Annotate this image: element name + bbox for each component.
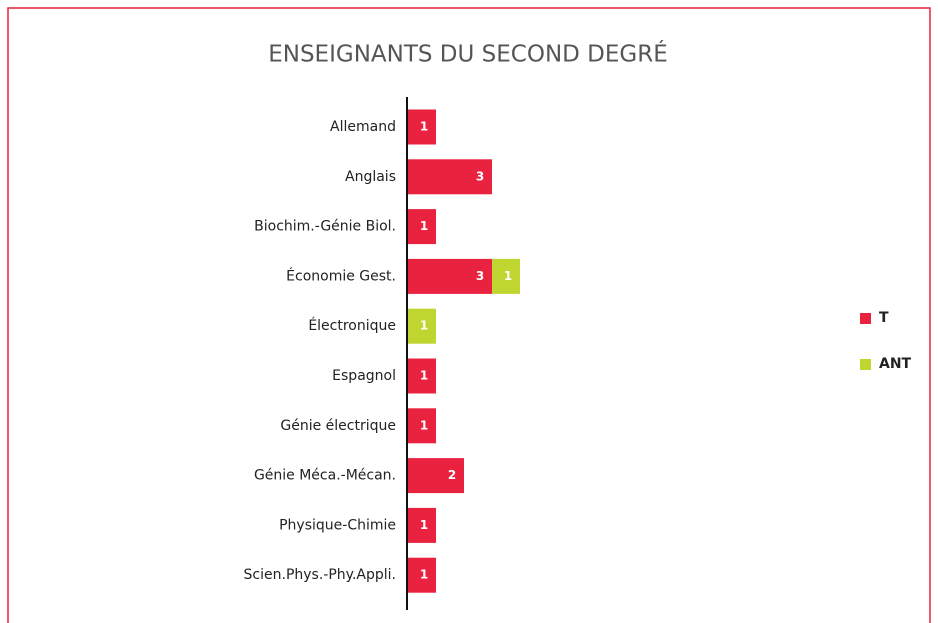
bar	[408, 458, 464, 494]
data-label: 1	[420, 568, 428, 582]
legend-label: ANT	[879, 356, 912, 372]
data-label: 1	[420, 219, 428, 233]
chart-title: ENSEIGNANTS DU SECOND DEGRÉ	[268, 40, 668, 68]
data-label: 1	[420, 120, 428, 134]
y-tick-label: Physique-Chimie	[279, 517, 396, 533]
legend-swatch	[860, 313, 871, 324]
data-label: 1	[420, 319, 428, 333]
bar	[408, 308, 436, 344]
bar	[408, 557, 436, 593]
data-label: 2	[448, 468, 456, 482]
bar	[408, 358, 436, 394]
data-label: 1	[420, 369, 428, 383]
data-label: 1	[420, 518, 428, 532]
y-tick-label: Économie Gest.	[286, 267, 396, 284]
data-label: 1	[504, 269, 512, 283]
y-tick-label: Anglais	[345, 169, 396, 185]
data-label: 3	[476, 169, 484, 183]
y-tick-label: Scien.Phys.-Phy.Appli.	[244, 567, 396, 583]
y-tick-label: Électronique	[308, 317, 396, 334]
y-tick-label: Génie Méca.-Mécan.	[254, 468, 396, 484]
bar	[408, 109, 436, 145]
y-tick-label: Génie électrique	[280, 418, 396, 434]
y-tick-label: Biochim.-Génie Biol.	[254, 219, 396, 235]
bar	[408, 408, 436, 444]
data-label: 1	[420, 418, 428, 432]
bar	[408, 159, 492, 195]
y-tick-label: Espagnol	[332, 368, 396, 384]
legend-swatch	[860, 359, 871, 370]
legend-label: T	[879, 310, 889, 326]
bar	[408, 258, 492, 294]
bar	[492, 258, 520, 294]
data-label: 3	[476, 269, 484, 283]
y-tick-label: Allemand	[330, 119, 396, 135]
bar	[408, 209, 436, 245]
frame	[7, 7, 931, 623]
bar	[408, 507, 436, 543]
